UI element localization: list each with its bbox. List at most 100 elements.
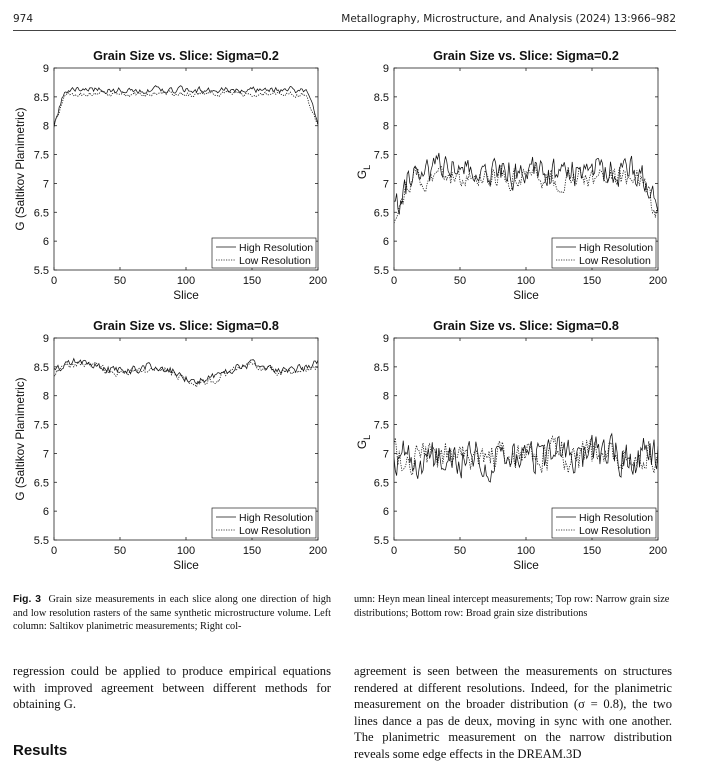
x-tick-label: 50 [114, 545, 126, 557]
y-tick-label: 5.5 [374, 265, 389, 277]
x-tick-label: 150 [243, 545, 261, 557]
y-tick-label: 7.5 [374, 420, 389, 432]
x-tick-label: 0 [51, 545, 57, 557]
x-tick-label: 100 [517, 545, 535, 557]
legend-label: High Resolution [239, 512, 313, 524]
plot-area [393, 67, 659, 271]
page-number: 974 [13, 13, 34, 25]
y-tick-label: 6 [383, 506, 389, 518]
y-tick-label: 7.5 [34, 420, 49, 432]
x-tick-label: 50 [114, 275, 126, 287]
y-tick-label: 5.5 [374, 535, 389, 547]
y-tick-label: 9 [43, 333, 49, 345]
header-rule [13, 30, 676, 31]
chart-top-left: Grain Size vs. Slice: Sigma=0.2 5.5 6 6.5 7 7… [13, 49, 327, 302]
caption-text-left: Grain size measurements in each slice al… [13, 594, 332, 633]
figure-label: Fig. 3 [13, 594, 42, 605]
journal-header: Metallography, Microstructure, and Analy… [341, 13, 676, 25]
y-tick-label: 5.5 [34, 265, 49, 277]
y-tick-label: 6 [383, 236, 389, 248]
series-line-low-resolution [394, 164, 658, 224]
y-tick-label: 8 [383, 391, 389, 403]
legend-label: High Resolution [579, 512, 653, 524]
legend-label: High Resolution [579, 242, 653, 254]
y-tick-label: 8.5 [374, 362, 389, 374]
y-tick-label: 6.5 [374, 207, 389, 219]
x-axis-label: Slice [513, 288, 539, 302]
legend-box [211, 237, 317, 269]
y-tick-label: 7 [43, 448, 49, 460]
chart-top-right: Grain Size vs. Slice: Sigma=0.2 5.5 6 6.5 7 7… [355, 49, 667, 302]
series-line-high-resolution [394, 152, 658, 215]
y-tick-label: 7.5 [34, 150, 49, 162]
y-tick-label: 8.5 [34, 92, 49, 104]
legend-label: Low Resolution [239, 255, 311, 267]
chart-bottom-right: Grain Size vs. Slice: Sigma=0.8 5.5 6 6.5 7 7… [355, 319, 667, 572]
x-tick-label: 150 [243, 275, 261, 287]
y-tick-label: 9 [383, 63, 389, 75]
y-tick-label: 9 [43, 63, 49, 75]
legend-box [551, 237, 657, 269]
section-heading-results: Results [13, 742, 68, 759]
chart-title: Grain Size vs. Slice: Sigma=0.2 [433, 49, 619, 63]
x-tick-label: 50 [454, 545, 466, 557]
series-line-low-resolution [54, 361, 318, 388]
chart-title: Grain Size vs. Slice: Sigma=0.2 [93, 49, 279, 63]
chart-bottom-left: Grain Size vs. Slice: Sigma=0.8 5.5 6 6.5 7 7… [13, 319, 327, 572]
y-axis-label: GL [355, 165, 372, 179]
body-paragraph-right: agreement is seen between the measuremen… [354, 664, 672, 761]
x-tick-label: 0 [51, 275, 57, 287]
y-tick-label: 7 [383, 448, 389, 460]
series-line-low-resolution [394, 435, 658, 476]
series-line-high-resolution [54, 85, 318, 128]
y-tick-label: 8 [43, 121, 49, 133]
y-tick-label: 8 [383, 121, 389, 133]
x-axis-label: Slice [173, 558, 199, 572]
y-tick-label: 8.5 [374, 92, 389, 104]
plot-area [393, 337, 659, 541]
figure-caption-right: umn: Heyn mean lineal intercept measurem… [354, 594, 670, 619]
y-axis-label: G (Saltikov Planimetric) [13, 107, 27, 230]
x-tick-label: 200 [649, 545, 667, 557]
x-tick-label: 200 [309, 545, 327, 557]
legend-label: Low Resolution [579, 255, 651, 267]
y-axis-label: GL [355, 435, 372, 449]
y-tick-label: 6 [43, 506, 49, 518]
x-tick-label: 150 [583, 545, 601, 557]
y-tick-label: 7.5 [374, 150, 389, 162]
y-tick-label: 8.5 [34, 362, 49, 374]
x-tick-label: 200 [649, 275, 667, 287]
y-tick-label: 6.5 [34, 477, 49, 489]
y-tick-label: 5.5 [34, 535, 49, 547]
legend-label: Low Resolution [239, 525, 311, 537]
chart-title: Grain Size vs. Slice: Sigma=0.8 [433, 319, 619, 333]
y-axis-label: G (Saltikov Planimetric) [13, 377, 27, 500]
x-axis-label: Slice [513, 558, 539, 572]
x-tick-label: 0 [391, 545, 397, 557]
x-tick-label: 100 [517, 275, 535, 287]
x-tick-label: 100 [177, 545, 195, 557]
y-tick-label: 6 [43, 236, 49, 248]
y-tick-label: 7 [383, 178, 389, 190]
figure-caption-left: Fig. 3 Grain size measurements in each s… [13, 593, 331, 634]
plot-area [53, 67, 319, 271]
x-tick-label: 200 [309, 275, 327, 287]
y-tick-label: 9 [383, 333, 389, 345]
x-tick-label: 0 [391, 275, 397, 287]
legend-label: High Resolution [239, 242, 313, 254]
series-line-low-resolution [54, 90, 318, 125]
y-tick-label: 7 [43, 178, 49, 190]
y-tick-label: 6.5 [34, 207, 49, 219]
x-tick-label: 100 [177, 275, 195, 287]
legend-box [211, 507, 317, 539]
x-tick-label: 150 [583, 275, 601, 287]
x-axis-label: Slice [173, 288, 199, 302]
series-line-high-resolution [394, 432, 658, 483]
legend-label: Low Resolution [579, 525, 651, 537]
y-tick-label: 8 [43, 391, 49, 403]
x-tick-label: 50 [454, 275, 466, 287]
chart-title: Grain Size vs. Slice: Sigma=0.8 [93, 319, 279, 333]
body-paragraph-left: regression could be applied to produce e… [13, 664, 331, 711]
legend-box [551, 507, 657, 539]
y-tick-label: 6.5 [374, 477, 389, 489]
